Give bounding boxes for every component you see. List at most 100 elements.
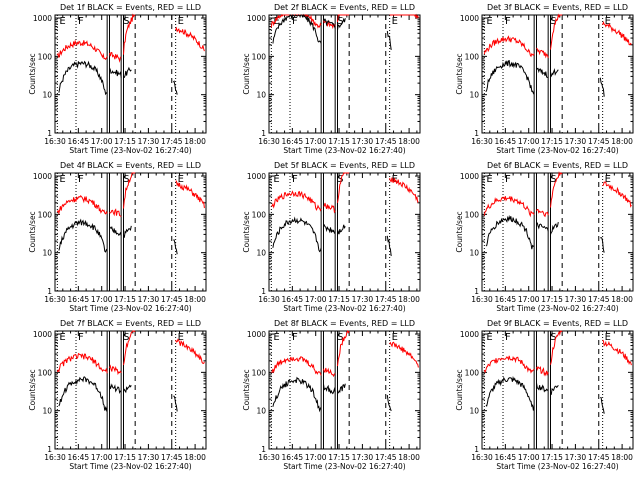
lld-series-line xyxy=(56,39,108,61)
x-tick-label: 16:30 xyxy=(471,137,493,146)
events-series-line xyxy=(58,60,108,96)
events-series-line xyxy=(58,376,108,413)
y-tick-label: 1000 xyxy=(33,172,52,181)
panel-8: Det 8f BLACK = Events, RED = LLD 1 10 100 10… xyxy=(242,319,421,471)
lld-series-line xyxy=(550,330,563,365)
lld-series-line xyxy=(323,20,336,30)
x-tick-label: 17:30 xyxy=(352,137,374,146)
y-tick-label: 10 xyxy=(42,91,52,100)
event-marker-label: F xyxy=(78,174,84,185)
y-tick-label: 1 xyxy=(261,287,266,296)
event-marker-label: E xyxy=(486,16,492,27)
panel-title: Det 4f BLACK = Events, RED = LLD xyxy=(60,161,201,170)
plot-frame xyxy=(481,330,634,450)
event-marker-label: E xyxy=(605,174,611,185)
x-tick-label: 17:30 xyxy=(138,137,160,146)
x-tick-label: 17:15 xyxy=(328,137,350,146)
y-tick-label: 1 xyxy=(261,129,266,138)
x-tick-label: 17:15 xyxy=(114,453,136,462)
event-marker-label: S xyxy=(123,16,129,27)
x-tick-label: 17:15 xyxy=(541,295,563,304)
x-tick-label: 16:30 xyxy=(258,295,280,304)
events-series-line xyxy=(123,384,132,394)
y-axis-label: Counts/sec xyxy=(455,211,464,252)
event-marker-label: S xyxy=(123,332,129,343)
plot-frame xyxy=(268,330,421,450)
x-tick-label: 16:30 xyxy=(258,453,280,462)
events-series-line xyxy=(386,235,392,257)
y-axis-label: Counts/sec xyxy=(242,369,251,410)
x-tick-label: 16:45 xyxy=(282,137,304,146)
events-series-line xyxy=(123,66,132,78)
event-marker-label: E xyxy=(59,16,65,27)
lld-series-line xyxy=(109,208,122,217)
x-tick-label: 17:00 xyxy=(518,295,540,304)
x-tick-label: 17:30 xyxy=(138,453,160,462)
y-axis-label: Counts/sec xyxy=(28,211,37,252)
lld-series-line xyxy=(536,47,549,59)
event-marker-label: F xyxy=(292,16,298,27)
events-series-line xyxy=(536,382,549,393)
events-series-line xyxy=(109,383,122,394)
events-series-line xyxy=(337,383,346,394)
event-marker-label: F xyxy=(292,332,298,343)
panel-5: Det 5f BLACK = Events, RED = LLD 1 10 100 10… xyxy=(242,161,421,313)
plot-frame xyxy=(268,14,421,134)
x-tick-label: 17:45 xyxy=(588,137,610,146)
events-series-line xyxy=(536,222,549,232)
event-marker-label: E xyxy=(178,174,184,185)
x-tick-label: 17:30 xyxy=(352,453,374,462)
x-tick-label: 17:00 xyxy=(518,137,540,146)
x-tick-label: 16:45 xyxy=(495,137,517,146)
x-tick-label: 16:45 xyxy=(495,453,517,462)
events-series-line xyxy=(272,376,322,413)
x-tick-label: 16:30 xyxy=(44,453,66,462)
panel-6: Det 6f BLACK = Events, RED = LLD 1 10 100 10… xyxy=(455,161,634,313)
panel-1: Det 1f BLACK = Events, RED = LLD 1 10 100 10… xyxy=(28,3,207,155)
x-tick-label: 17:15 xyxy=(114,137,136,146)
lld-series-line xyxy=(389,341,419,368)
event-marker-label: E xyxy=(273,332,279,343)
lld-series-line xyxy=(56,352,108,374)
plot-frame xyxy=(54,172,207,292)
x-tick-label: 17:45 xyxy=(375,295,397,304)
panel-title: Det 1f BLACK = Events, RED = LLD xyxy=(60,3,201,12)
x-tick-label: 17:00 xyxy=(91,453,113,462)
x-tick-label: 18:00 xyxy=(611,295,633,304)
events-series-line xyxy=(536,67,549,78)
events-series-line xyxy=(386,30,392,50)
event-marker-label: E xyxy=(178,16,184,27)
y-tick-label: 1 xyxy=(474,445,479,454)
lld-series-line xyxy=(175,180,205,209)
y-tick-label: 1 xyxy=(261,445,266,454)
x-axis-label: Start Time (23-Nov-02 16:27:40) xyxy=(69,146,191,155)
y-tick-label: 100 xyxy=(252,210,267,219)
x-tick-label: 17:45 xyxy=(161,453,183,462)
x-axis-label: Start Time (23-Nov-02 16:27:40) xyxy=(69,304,191,313)
y-axis-label: Counts/sec xyxy=(242,211,251,252)
y-tick-label: 10 xyxy=(256,407,266,416)
plot-frame xyxy=(54,14,207,134)
lld-series-line xyxy=(536,365,549,377)
lld-series-line xyxy=(550,171,563,208)
x-tick-label: 16:45 xyxy=(68,295,90,304)
lld-series-line xyxy=(602,181,632,208)
y-tick-label: 10 xyxy=(256,91,266,100)
events-series-line xyxy=(323,384,336,395)
events-series-line xyxy=(550,222,559,235)
x-tick-label: 17:45 xyxy=(375,137,397,146)
y-tick-label: 1 xyxy=(47,287,52,296)
lld-series-line xyxy=(175,26,205,52)
lld-series-line xyxy=(271,190,322,212)
y-tick-label: 1 xyxy=(474,129,479,138)
x-tick-label: 17:30 xyxy=(138,295,160,304)
x-tick-label: 17:15 xyxy=(328,295,350,304)
events-series-line xyxy=(173,239,178,255)
events-series-line xyxy=(323,18,336,29)
y-axis-label: Counts/sec xyxy=(455,53,464,94)
y-tick-label: 100 xyxy=(38,210,53,219)
x-tick-label: 17:00 xyxy=(305,137,327,146)
x-tick-label: 18:00 xyxy=(398,137,420,146)
x-axis-label: Start Time (23-Nov-02 16:27:40) xyxy=(283,146,405,155)
